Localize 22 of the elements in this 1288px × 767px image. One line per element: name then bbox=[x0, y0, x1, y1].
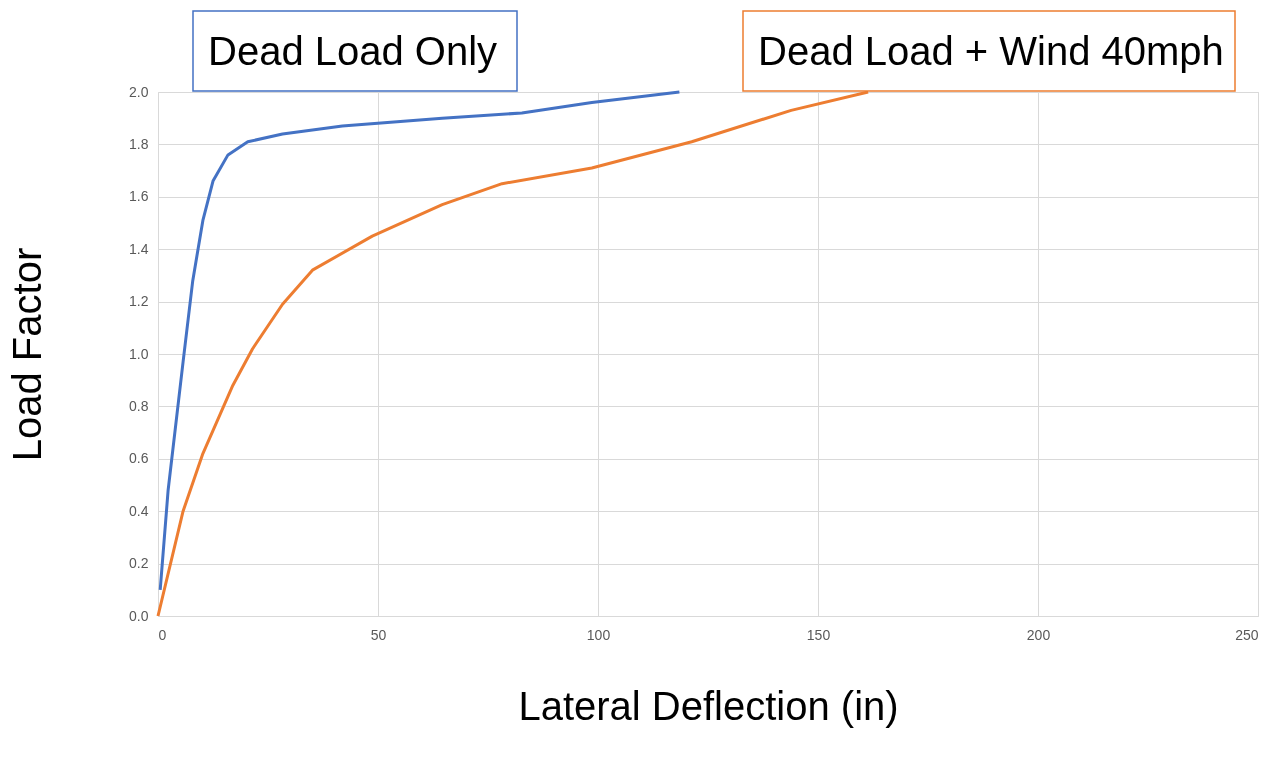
y-tick-label: 2.0 bbox=[129, 83, 149, 100]
y-tick-label: 1.0 bbox=[129, 345, 149, 362]
y-tick-label: 0.0 bbox=[129, 607, 149, 624]
y-tick-label: 1.2 bbox=[129, 293, 149, 310]
x-tick-label: 250 bbox=[1235, 626, 1259, 643]
y-tick-label: 0.4 bbox=[129, 502, 149, 519]
y-tick-label: 0.2 bbox=[129, 555, 149, 572]
x-tick-label: 200 bbox=[1026, 626, 1051, 643]
line-series bbox=[158, 90, 681, 592]
x-axis-title: Lateral Deflection (in) bbox=[518, 683, 899, 728]
y-tick-label: 1.8 bbox=[129, 135, 149, 152]
y-axis-title: Load Factor bbox=[5, 247, 50, 462]
x-tick-label: 50 bbox=[370, 626, 387, 643]
y-tick-label: 1.4 bbox=[129, 240, 149, 257]
y-tick-label: 0.8 bbox=[129, 397, 149, 414]
y-tick-label: 0.6 bbox=[129, 450, 149, 467]
y-tick-label: 1.6 bbox=[129, 188, 149, 205]
x-tick-label: 0 bbox=[158, 626, 167, 643]
series-label: Dead Load Only bbox=[208, 29, 498, 73]
x-tick-label: 100 bbox=[586, 626, 611, 643]
x-tick-label: 150 bbox=[806, 626, 831, 643]
series-label: Dead Load + Wind 40mph bbox=[758, 29, 1224, 73]
